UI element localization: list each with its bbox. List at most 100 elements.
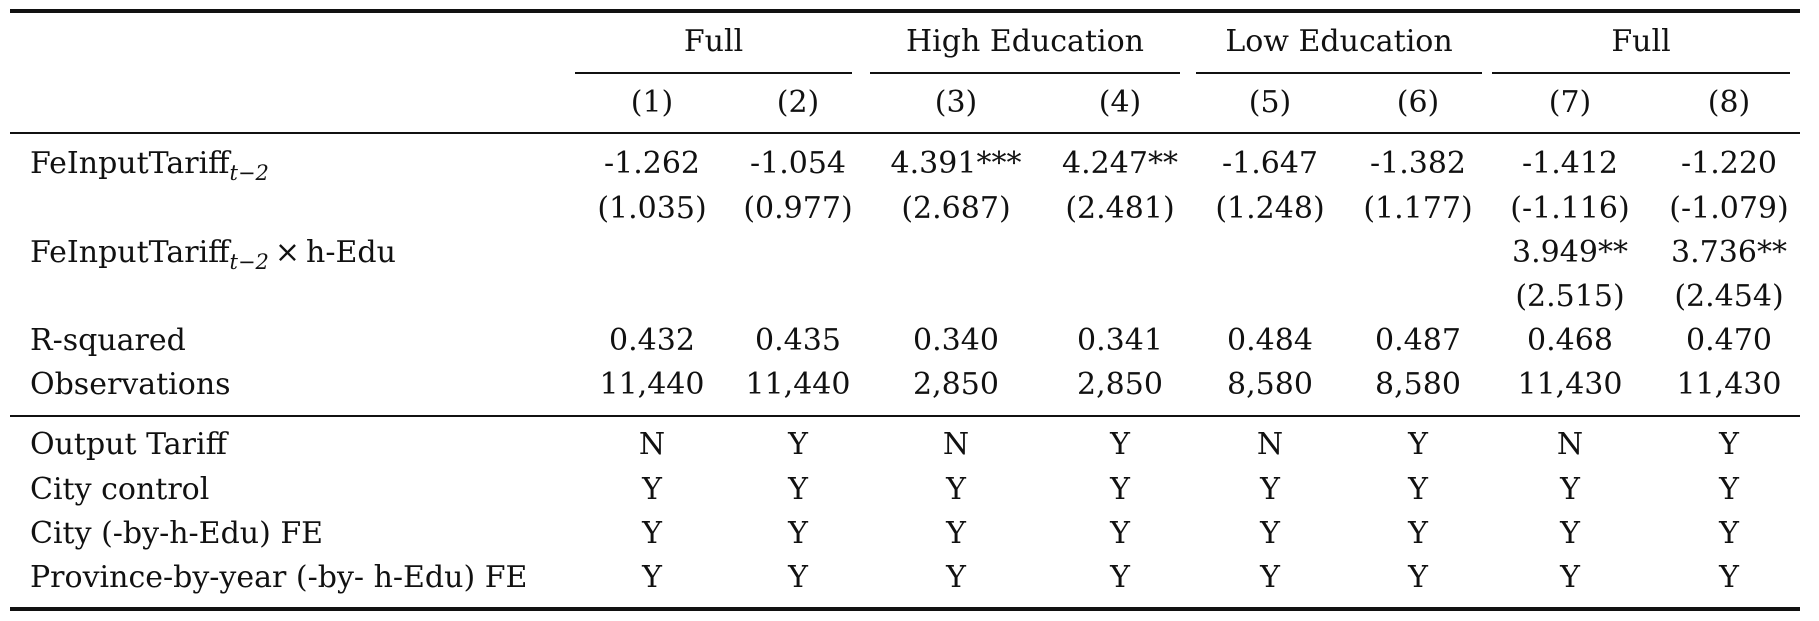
table-cell: Y xyxy=(1110,516,1130,551)
table-cell: -1.054 xyxy=(749,146,847,181)
table-cell: (1.177) xyxy=(1363,191,1473,226)
table-cell: Y xyxy=(1719,427,1739,462)
variable-base: FeInputTariff xyxy=(30,235,230,270)
table-cell: N xyxy=(1256,427,1284,462)
table-cell: (1.248) xyxy=(1215,191,1325,226)
table-cell: (0.977) xyxy=(743,191,853,226)
table-cell: 0.487 xyxy=(1375,323,1461,358)
table-cell: 11,440 xyxy=(745,367,851,402)
table-cell: 4.391*** xyxy=(890,146,1022,181)
variable-subscript: t−2 xyxy=(229,250,269,274)
table-cell: 0.432 xyxy=(609,323,695,358)
table-cell: N xyxy=(1556,427,1584,462)
table-cell: Y xyxy=(1560,472,1580,507)
variable-base: FeInputTariff xyxy=(30,146,230,181)
table-cell: Y xyxy=(1408,472,1428,507)
table-rule xyxy=(10,132,1800,134)
column-header: (6) xyxy=(1396,85,1440,120)
table-cell: Y xyxy=(1408,516,1428,551)
table-cell: (2.481) xyxy=(1065,191,1175,226)
table-cell: -1.647 xyxy=(1221,146,1319,181)
table-cell: Y xyxy=(946,560,966,595)
table-cell: Y xyxy=(642,560,662,595)
table-cell: Y xyxy=(788,516,808,551)
table-cell: Y xyxy=(1110,472,1130,507)
table-cell: Y xyxy=(1110,560,1130,595)
row-label: City (-by-h-Edu) FE xyxy=(30,516,324,551)
table-cell: 2,850 xyxy=(913,367,999,402)
table-cell: 0.470 xyxy=(1686,323,1772,358)
table-cell: Y xyxy=(946,472,966,507)
table-cell: 0.341 xyxy=(1077,323,1163,358)
group-underline xyxy=(1492,72,1790,74)
variable-label-interaction: FeInputTarifft−2 × h-Edu xyxy=(30,235,396,273)
table-cell: (-1.079) xyxy=(1669,191,1789,226)
table-cell: Y xyxy=(1260,516,1280,551)
table-cell: 0.484 xyxy=(1227,323,1313,358)
group-underline xyxy=(575,72,852,74)
table-cell: N xyxy=(942,427,970,462)
table-cell: Y xyxy=(788,427,808,462)
table-cell: 11,430 xyxy=(1676,367,1782,402)
table-cell: N xyxy=(638,427,666,462)
table-cell: Y xyxy=(946,516,966,551)
row-label: Observations xyxy=(30,367,231,402)
table-cell: 3.736** xyxy=(1671,235,1787,270)
table-cell: Y xyxy=(1560,560,1580,595)
group-underline xyxy=(870,72,1180,74)
group-header: Low Education xyxy=(1225,24,1453,59)
variable-label-tariff: FeInputTarifft−2 xyxy=(30,146,269,184)
table-cell: Y xyxy=(1408,560,1428,595)
table-rule xyxy=(10,415,1800,417)
table-cell: Y xyxy=(1408,427,1428,462)
table-cell: -1.262 xyxy=(603,146,701,181)
table-cell: 8,580 xyxy=(1227,367,1313,402)
table-cell: Y xyxy=(1260,560,1280,595)
table-cell: (2.454) xyxy=(1674,279,1784,314)
table-cell: (-1.116) xyxy=(1510,191,1630,226)
table-cell: Y xyxy=(1110,427,1130,462)
row-label: Province-by-year (-by- h-Edu) FE xyxy=(30,560,528,595)
column-header: (7) xyxy=(1548,85,1592,120)
interaction-term: h-Edu xyxy=(306,235,396,270)
table-cell: (2.515) xyxy=(1515,279,1625,314)
group-header: High Education xyxy=(906,24,1144,59)
table-cell: -1.220 xyxy=(1680,146,1778,181)
group-underline xyxy=(1196,72,1482,74)
variable-subscript: t−2 xyxy=(229,161,269,185)
table-cell: 0.435 xyxy=(755,323,841,358)
table-cell: Y xyxy=(788,560,808,595)
table-cell: Y xyxy=(1560,516,1580,551)
interaction-operator: × xyxy=(274,235,301,270)
table-cell: 0.340 xyxy=(913,323,999,358)
table-cell: -1.412 xyxy=(1521,146,1619,181)
group-header: Full xyxy=(1611,24,1671,59)
row-label: City control xyxy=(30,472,210,507)
table-cell: (2.687) xyxy=(901,191,1011,226)
table-cell: -1.382 xyxy=(1369,146,1467,181)
table-rule xyxy=(10,9,1800,13)
column-header: (8) xyxy=(1707,85,1751,120)
column-header: (1) xyxy=(630,85,674,120)
table-cell: 4.247** xyxy=(1062,146,1178,181)
table-rule xyxy=(10,607,1800,611)
table-cell: Y xyxy=(642,472,662,507)
table-cell: Y xyxy=(642,516,662,551)
table-cell: Y xyxy=(1719,472,1739,507)
table-cell: 3.949** xyxy=(1512,235,1628,270)
table-cell: 0.468 xyxy=(1527,323,1613,358)
row-label: R-squared xyxy=(30,323,186,358)
table-cell: Y xyxy=(1719,516,1739,551)
column-header: (4) xyxy=(1098,85,1142,120)
column-header: (3) xyxy=(934,85,978,120)
table-cell: Y xyxy=(1719,560,1739,595)
row-label: Output Tariff xyxy=(30,427,227,462)
table-cell: 11,440 xyxy=(599,367,705,402)
column-header: (5) xyxy=(1248,85,1292,120)
table-cell: (1.035) xyxy=(597,191,707,226)
column-header: (2) xyxy=(776,85,820,120)
table-cell: 11,430 xyxy=(1517,367,1623,402)
table-cell: 2,850 xyxy=(1077,367,1163,402)
table-cell: Y xyxy=(788,472,808,507)
